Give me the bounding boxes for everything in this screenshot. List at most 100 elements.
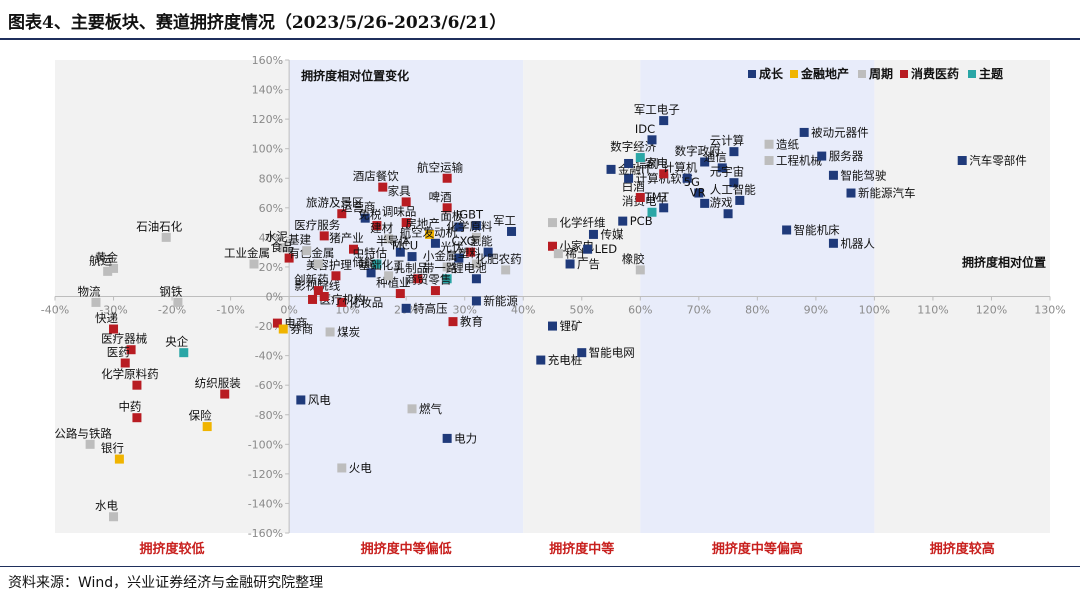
point-marker — [331, 271, 341, 281]
point-label: 水电 — [95, 499, 118, 513]
point-e789a9e6b581: 物流 — [77, 284, 101, 307]
point-e785a4e782ad: 煤炭 — [325, 325, 360, 339]
point-label: 氢能 — [470, 234, 493, 248]
y-tick-label: -60% — [255, 379, 283, 392]
x-tick-label: 40% — [511, 304, 535, 317]
point-e69cbae599a8e4baba: 机器人 — [828, 236, 875, 250]
x-tick-label: 30% — [452, 304, 476, 317]
point-e699bae883bde9a9bee9a9b6: 智能驾驶 — [828, 168, 887, 182]
point-marker — [384, 234, 394, 244]
point-marker — [401, 218, 411, 228]
point-marker — [565, 259, 575, 269]
point-label: 啤酒 — [429, 190, 452, 204]
point-e799bde98592: 白酒 — [622, 179, 645, 202]
point-label: 广告 — [577, 257, 600, 271]
point-marker — [378, 182, 388, 192]
point-e79fb3e6b2b9e79fb3e58c96: 石油石化 — [136, 219, 183, 242]
point-marker — [729, 147, 739, 157]
point-marker — [735, 195, 745, 205]
point-label: 保险 — [189, 409, 212, 423]
point-e5aeb6e585b7: 家具 — [388, 184, 411, 207]
point-marker — [764, 139, 774, 149]
point-marker — [220, 389, 230, 399]
point-e696b0e883bde6ba90: 新能源 — [471, 294, 518, 308]
point-label: 游戏 — [710, 196, 733, 210]
point-label: CXO — [451, 234, 475, 248]
point-marker — [536, 355, 546, 365]
point-marker — [442, 262, 452, 272]
point-e98592e5ba97e9a490e9a5ae: 酒店餐饮 — [353, 169, 399, 192]
point-e99da2e69dbf: 面板 — [440, 209, 464, 232]
point-label: 免税 — [358, 208, 381, 222]
point-label: 稀土 — [565, 247, 588, 261]
point-e9bb84e98791: 黄金 — [95, 250, 119, 273]
x-tick-label: 60% — [628, 304, 652, 317]
point-label: 电力 — [454, 431, 477, 445]
point-marker — [272, 318, 282, 328]
point-e980a0e7bab8: 造纸 — [764, 137, 800, 151]
point-marker — [384, 271, 394, 281]
crowding-scatter-chart: -40%-30%-20%-10%0%10%20%30%40%50%60%70%8… — [41, 54, 1066, 557]
point-label: 医疗器械 — [101, 332, 147, 346]
point-label: 白酒 — [622, 179, 645, 193]
point-label: 塑料 — [458, 246, 481, 260]
point-label: 风电 — [308, 393, 331, 407]
point-e789b9e9ab98e58e8b: 特高压 — [401, 301, 448, 315]
point-e8aea1e7ae97e69cba: 计算机 — [663, 160, 698, 183]
point-e9a39fe59381: 食品 — [271, 240, 294, 263]
point-marker — [588, 229, 598, 239]
point-marker — [659, 203, 669, 213]
point-e588b8e59586: 券商 — [278, 322, 313, 336]
point-e58cbbe79697e69cbae69e84: 医疗机构 — [308, 292, 366, 306]
point-label: 半导体 — [376, 234, 411, 248]
point-label: 旅游及景区 — [306, 196, 364, 210]
point-label: 特高压 — [413, 301, 448, 315]
point-marker — [161, 232, 171, 242]
point-e58c96e5ada6e58e9fe69699e88daf: 化学原料药 — [101, 367, 159, 390]
point-marker — [372, 221, 382, 231]
point-e5869be5b7a5e794b5e5ad90: 军工电子 — [634, 103, 680, 126]
point-marker — [548, 218, 557, 228]
point-e5b8a6e4b880e8b7af: 带一路 — [423, 261, 458, 284]
point-label: 钢铁 — [159, 284, 182, 298]
point-e8bf90e890a5e59586: 运营商 — [341, 200, 375, 223]
x-tick-label: 0% — [280, 304, 297, 317]
point-marker — [349, 244, 358, 254]
y-tick-label: 140% — [252, 84, 283, 97]
region-label-0: 拥挤度较低 — [140, 541, 205, 557]
point-e6b0a2e883bd: 氢能 — [470, 234, 493, 257]
point-label: 人工智能 — [710, 182, 756, 196]
point-marker — [407, 404, 417, 414]
point-e4babae5b7a5e699bae883bd: 人工智能 — [710, 182, 756, 205]
point-label: 房地产 — [405, 216, 440, 230]
point-label: 5G — [684, 175, 700, 189]
point-e6b0b4e794b5: 水电 — [95, 499, 119, 522]
x-tick-label: 90% — [804, 304, 828, 317]
point-marker — [729, 178, 739, 188]
point-label: 被动元器件 — [811, 125, 869, 139]
point-marker — [442, 203, 452, 213]
point-e699bae883bde69cbae5ba8a: 智能机床 — [782, 223, 840, 237]
point-marker — [103, 266, 113, 276]
point-label: 充电桩 — [548, 353, 583, 367]
point-label: 元宇宙 — [710, 165, 745, 179]
point-marker — [659, 169, 669, 179]
point-e888aae7a9bae8bf90e8be93: 航空运输 — [417, 160, 464, 183]
point-marker — [659, 116, 669, 126]
point-e69785e6b8b8e58f8ae699afe58cba: 旅游及景区 — [306, 196, 364, 219]
point-label: 工业金属 — [224, 246, 270, 260]
point-label: 基建 — [288, 233, 311, 247]
legend-label-2: 周期 — [869, 66, 893, 81]
point-marker — [442, 274, 452, 284]
point-label: 智能电网 — [589, 346, 635, 360]
point-marker — [302, 246, 312, 256]
point-marker — [308, 294, 318, 304]
point-led: LED — [583, 242, 617, 256]
point-e5aeb6e794b5: 家电 — [645, 156, 669, 179]
point-label: 影视院线 — [294, 279, 340, 293]
point-e6b0b4e6b3a5: 水泥 — [265, 230, 288, 253]
point-label: 火电 — [349, 461, 372, 475]
point-label: 数字政府 — [675, 144, 721, 158]
point-e582a8e883bd: 储能 — [353, 255, 376, 278]
point-label: 医药 — [107, 345, 130, 359]
